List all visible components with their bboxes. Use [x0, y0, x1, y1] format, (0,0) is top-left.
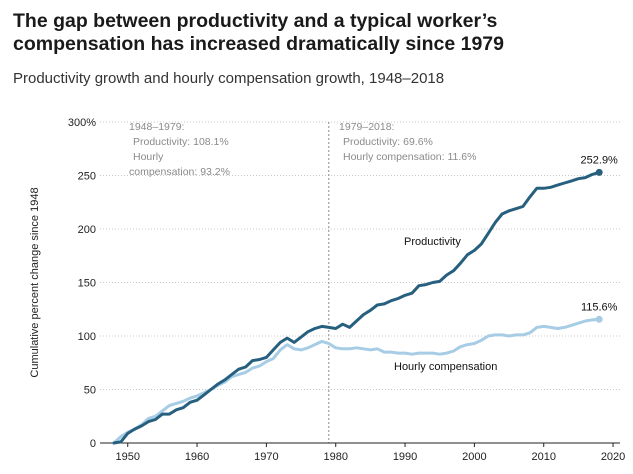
period-annotation-line: Productivity: 69.6%: [343, 136, 433, 148]
y-tick-label: 150: [78, 278, 96, 290]
x-tick-label: 2010: [531, 451, 555, 463]
y-tick-label: 50: [84, 385, 96, 397]
y-tick-label: 100: [78, 331, 96, 343]
y-tick-label: 300%: [68, 117, 96, 129]
compensation-end-label: 115.6%: [581, 301, 618, 313]
series-lines: [112, 168, 603, 445]
axes: 0 50 100 150 200 250 300% 1950 1960 1970 1980 1990 2…: [29, 117, 625, 463]
chart-subtitle: Productivity growth and hourly compensat…: [13, 70, 445, 87]
productivity-end-label: 252.9%: [581, 154, 619, 166]
chart-title: The gap between productivity and a typic…: [13, 10, 504, 55]
y-tick-label: 0: [90, 438, 96, 450]
x-tick-label: 1980: [323, 451, 347, 463]
grid: [100, 121, 620, 443]
period-annotation-line: compensation: 93.2%: [129, 166, 230, 178]
period-annotation-line: 1948–1979:: [129, 121, 184, 133]
period-annotation-line: 1979–2018:: [339, 121, 394, 133]
x-tick-label: 1950: [115, 451, 139, 463]
x-tick-label: 1990: [393, 451, 417, 463]
compensation-endpoint: [595, 315, 603, 323]
productivity-series-label: Productivity: [404, 236, 461, 248]
x-tick-label: 2000: [462, 451, 486, 463]
productivity-line: [112, 170, 601, 445]
annotations: 1948–1979: Productivity: 108.1% Hourly comp…: [129, 121, 618, 373]
compensation-series-label: Hourly compensation: [394, 361, 497, 373]
x-tick-label: 1960: [185, 451, 209, 463]
productivity-endpoint: [595, 168, 603, 176]
compensation-line: [112, 317, 601, 445]
period-annotation-line: Hourly compensation: 11.6%: [343, 151, 476, 163]
x-tick-label: 1970: [254, 451, 278, 463]
x-tick-label: 2020: [601, 451, 625, 463]
y-tick-label: 250: [78, 171, 96, 183]
period-annotation-line: Productivity: 108.1%: [133, 136, 229, 148]
y-tick-label: 200: [78, 224, 96, 236]
period-annotation-line: Hourly: [133, 151, 164, 163]
y-axis-title: Cumulative percent change since 1948: [29, 187, 41, 377]
